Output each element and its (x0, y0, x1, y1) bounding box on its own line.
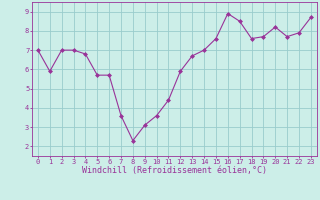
X-axis label: Windchill (Refroidissement éolien,°C): Windchill (Refroidissement éolien,°C) (82, 166, 267, 175)
